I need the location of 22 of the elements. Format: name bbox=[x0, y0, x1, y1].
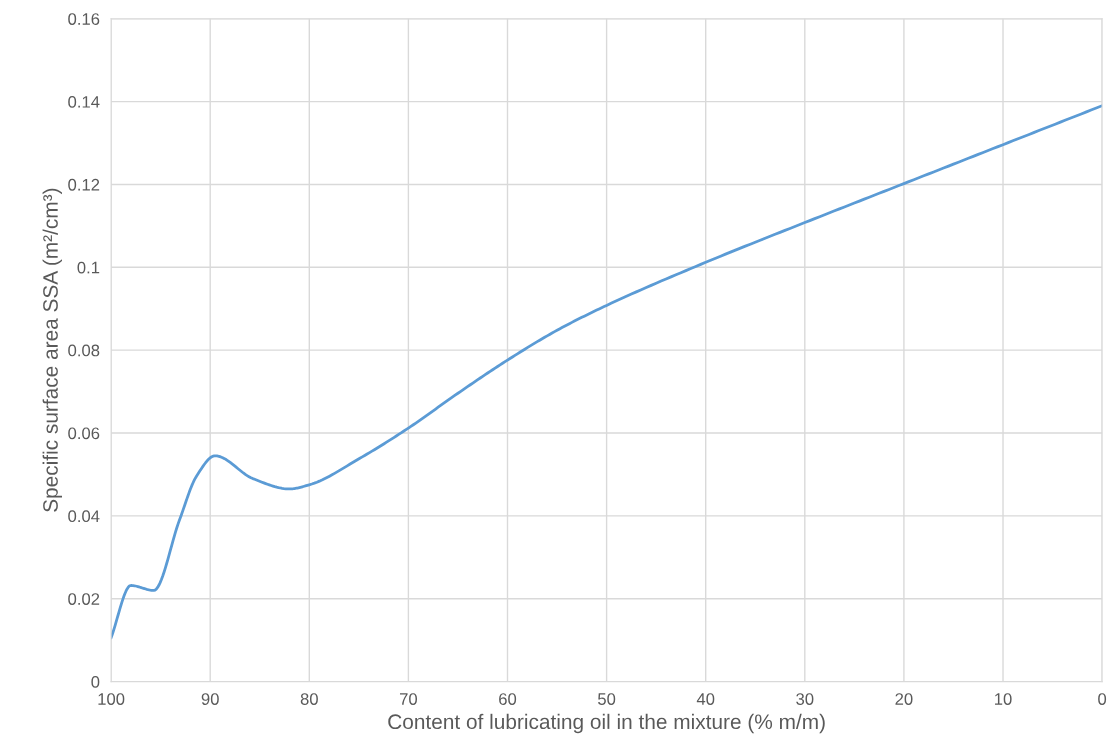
x-tick-label: 40 bbox=[696, 693, 715, 705]
x-tick-label: 60 bbox=[499, 693, 517, 705]
x-tick-label: 10 bbox=[995, 693, 1012, 705]
y-tick-label: 0.08 bbox=[68, 344, 100, 357]
x-tick-label: 100 bbox=[98, 693, 125, 705]
x-tick-label: 20 bbox=[895, 693, 913, 705]
x-tick-label: 0 bbox=[1098, 693, 1107, 705]
x-tick-label: 90 bbox=[201, 693, 219, 705]
y-tick-label: 0.02 bbox=[68, 593, 100, 605]
y-tick-label: 0.14 bbox=[68, 95, 100, 108]
x-tick-label: 80 bbox=[300, 693, 318, 705]
y-tick-label: 0 bbox=[91, 675, 100, 688]
y-tick-label: 0.12 bbox=[68, 178, 100, 191]
y-tick-label: 0.1 bbox=[77, 261, 100, 274]
y-tick-label: 0.06 bbox=[68, 427, 100, 440]
x-tick-label: 70 bbox=[399, 693, 418, 705]
y-tick-label: 0.04 bbox=[68, 510, 100, 523]
y-axis-title: Specific surface area SSA (m²/cm³) bbox=[42, 188, 62, 512]
y-tick-label: 0.16 bbox=[68, 13, 100, 25]
x-axis-title: Content of lubricating oil in the mixture (% m/m) bbox=[388, 713, 825, 734]
x-tick-label: 50 bbox=[598, 693, 616, 705]
x-tick-label: 30 bbox=[796, 693, 814, 705]
